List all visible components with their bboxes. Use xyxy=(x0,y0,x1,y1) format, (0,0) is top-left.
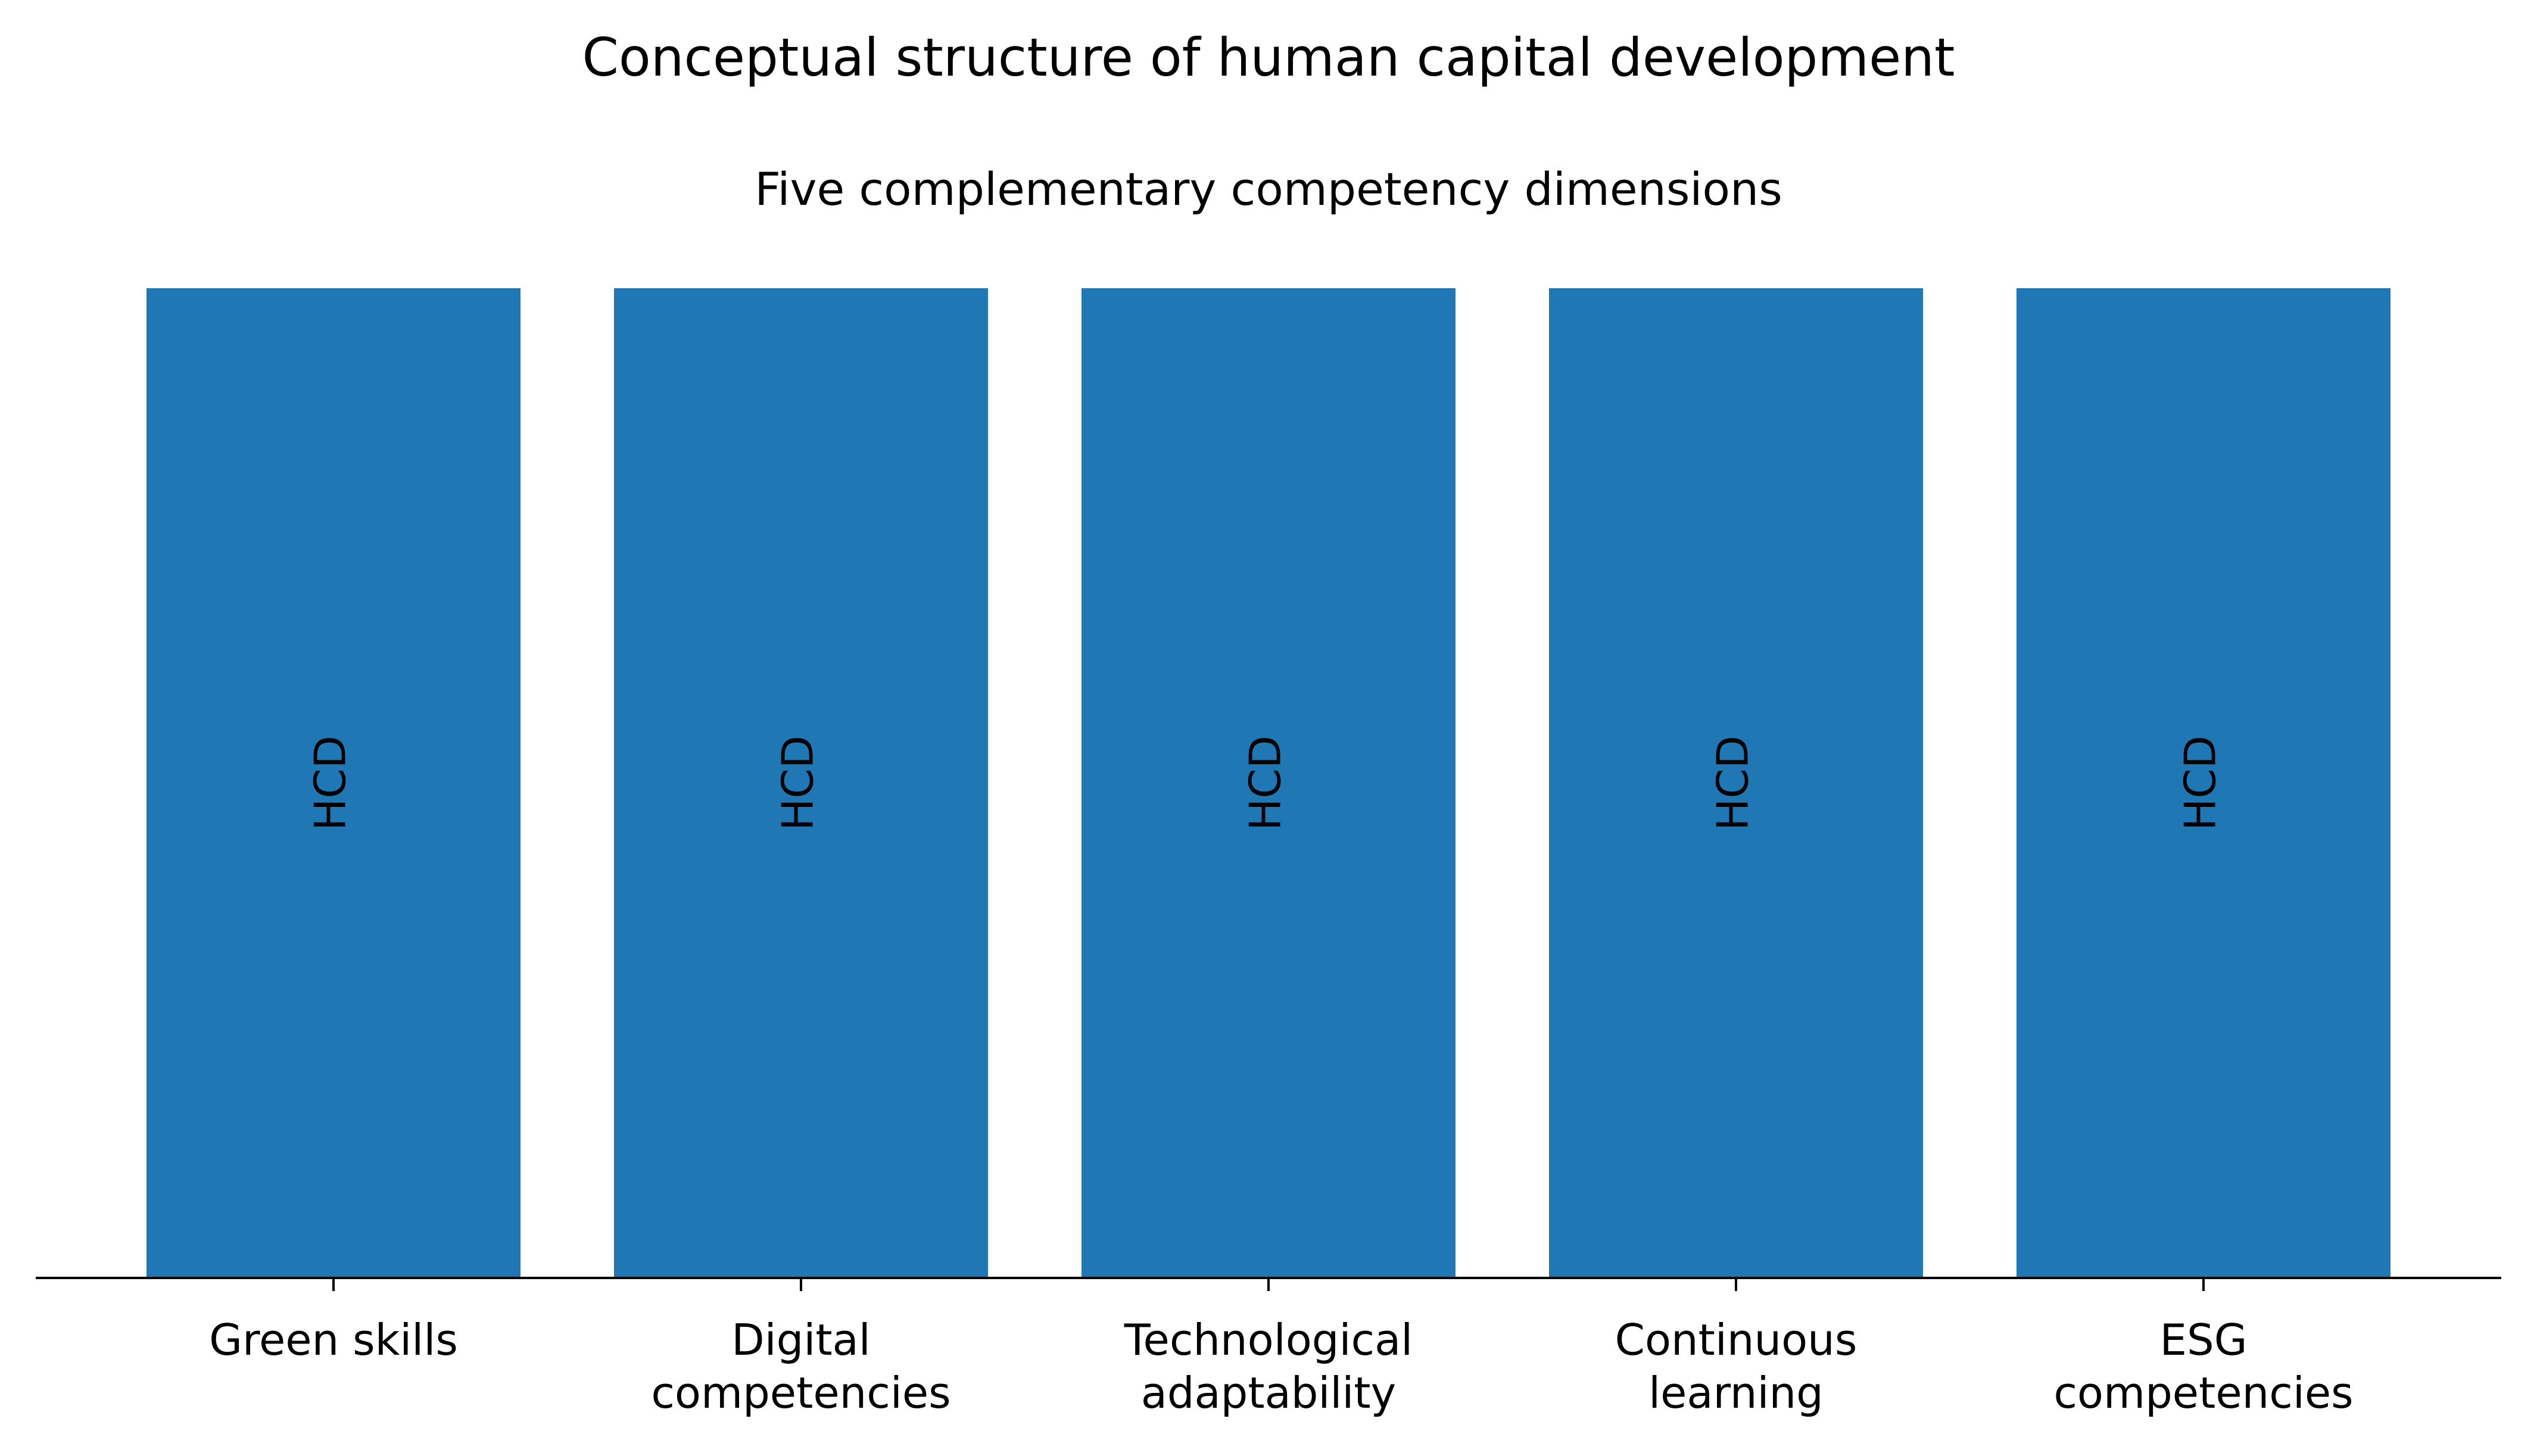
bar xyxy=(614,288,988,1278)
x-tick-label: Digital competencies xyxy=(651,1315,951,1418)
x-tick-label: Technological adaptability xyxy=(1124,1315,1413,1418)
bar xyxy=(2016,288,2390,1278)
bar xyxy=(147,288,521,1278)
bar-annotation: HCD xyxy=(306,735,356,831)
bar xyxy=(1082,288,1455,1278)
x-tick-label: ESG competencies xyxy=(2053,1315,2354,1418)
chart-subtitle: Five complementary competency dimensions xyxy=(755,163,1782,216)
bar xyxy=(1549,288,1923,1278)
bar-annotation: HCD xyxy=(773,735,823,831)
bar-annotation: HCD xyxy=(2176,735,2226,831)
x-tick-label: Continuous learning xyxy=(1615,1315,1857,1418)
bar-annotation: HCD xyxy=(1708,735,1758,831)
bar-annotation: HCD xyxy=(1241,735,1291,831)
x-tick-label: Green skills xyxy=(209,1315,458,1365)
chart-title: Conceptual structure of human capital de… xyxy=(582,27,1955,88)
